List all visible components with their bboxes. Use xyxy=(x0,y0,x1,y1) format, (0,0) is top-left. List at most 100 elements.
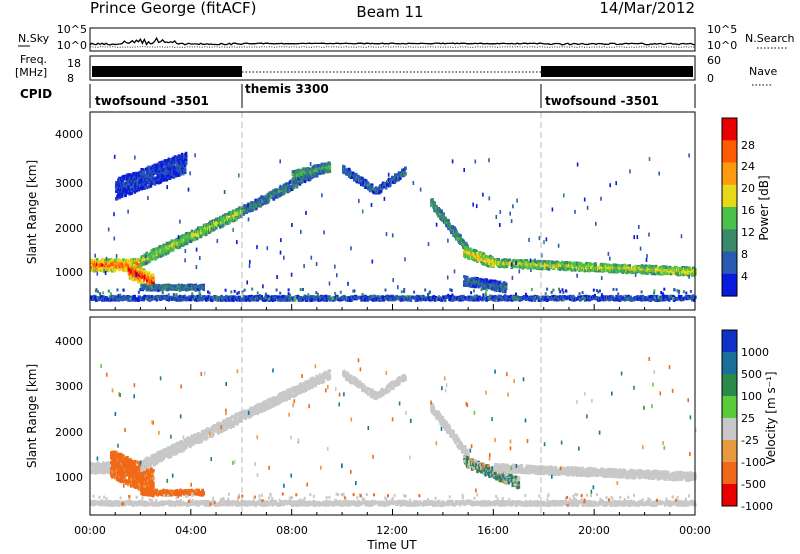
power-echo-cell xyxy=(219,225,222,229)
power-echo-cell xyxy=(130,191,133,195)
power-echo-cell xyxy=(228,220,231,224)
power-echo-cell xyxy=(583,263,586,267)
power-echo-cell xyxy=(589,263,592,267)
power-echo-cell xyxy=(637,266,641,270)
power-echo-cell xyxy=(180,154,184,158)
power-echo-cell xyxy=(117,188,120,192)
power-echo-cell xyxy=(141,259,144,263)
power-echo-cell xyxy=(201,232,205,236)
power-echo-cell xyxy=(121,179,124,183)
power-echo-cell xyxy=(95,259,98,264)
power-echo-cell xyxy=(235,217,238,221)
power-echo-cell xyxy=(645,268,649,272)
power-echo-cell xyxy=(143,253,146,257)
power-echo-cell xyxy=(148,259,152,263)
power-echo-cell xyxy=(180,152,184,156)
frequency-strip: Freq. [MHz] 18 8 60 0 Nave xyxy=(15,53,777,86)
power-echo-cell xyxy=(496,287,500,291)
power-echo-cell xyxy=(545,266,549,270)
power-echo-cell xyxy=(127,185,130,189)
power-echo-cell xyxy=(123,191,126,196)
power-echo-cell xyxy=(435,204,438,209)
power-echo-cell xyxy=(148,271,151,275)
power-echo-cell xyxy=(312,295,316,299)
power-echo-cell xyxy=(145,261,149,265)
power-echo-cell xyxy=(560,260,564,264)
power-echo-cell xyxy=(166,244,170,248)
power-echo-cell xyxy=(94,266,97,270)
power-echo-cell xyxy=(169,158,173,162)
power-echo-cell xyxy=(152,248,156,252)
power-echo-cell xyxy=(156,255,160,259)
power-echo-cell xyxy=(265,194,268,198)
freq-unit-label: [MHz] xyxy=(15,66,47,79)
power-echo-cell xyxy=(478,284,481,288)
noise-right-tick-bottom: 10^0 xyxy=(707,39,737,52)
power-echo-cell xyxy=(552,265,556,269)
power-echo-cell xyxy=(606,269,609,273)
power-echo-cell xyxy=(250,298,253,302)
power-echo-cell xyxy=(152,278,155,282)
power-echo-cell xyxy=(96,258,99,262)
power-echo-cell xyxy=(177,239,181,243)
power-echo-cell xyxy=(441,218,444,223)
power-echo-cell xyxy=(111,269,114,273)
power-echo-cell xyxy=(160,286,163,290)
power-echo-cell xyxy=(513,264,517,268)
power-echo-cell xyxy=(222,223,225,227)
power-echo-cell xyxy=(166,288,169,292)
power-echo-cell xyxy=(126,258,129,262)
power-echo-cell xyxy=(180,283,183,287)
power-echo-cell xyxy=(361,176,364,180)
power-echo-cell xyxy=(277,295,281,299)
power-echo-cell xyxy=(492,263,495,267)
power-echo-cell xyxy=(164,165,168,169)
power-echo-cell xyxy=(128,192,131,196)
power-echo-cell xyxy=(316,171,320,176)
noise-strip: N.Sky N.Search 10^5 10^0 10^5 10^0 xyxy=(18,23,795,52)
power-echo-cell xyxy=(288,189,292,193)
power-echo-cell xyxy=(615,267,618,271)
power-echo-cell xyxy=(459,234,462,238)
power-echo-cell xyxy=(501,264,504,268)
power-echo-cell xyxy=(491,256,494,260)
power-echo-cell xyxy=(525,259,529,263)
power-echo-cell xyxy=(600,265,603,270)
noise-left-tick-top: 10^5 xyxy=(57,23,87,36)
power-echo-cell xyxy=(646,270,650,274)
power-echo-cell xyxy=(158,245,162,249)
power-echo-cell xyxy=(100,266,103,271)
power-echo-cells xyxy=(90,151,697,302)
power-echo-cell xyxy=(320,297,324,301)
power-echo-cell xyxy=(266,192,270,196)
power-echo-cell xyxy=(520,261,524,265)
power-echo-cell xyxy=(562,267,566,272)
power-echo-cell xyxy=(274,295,278,299)
power-echo-cell xyxy=(166,242,170,246)
power-echo-cell xyxy=(463,281,466,285)
power-echo-cell xyxy=(586,264,589,269)
power-echo-cell xyxy=(164,250,168,254)
power-echo-cell xyxy=(149,171,153,175)
power-echo-cell xyxy=(167,166,171,170)
power-echo-cell xyxy=(236,207,239,212)
power-echo-cell xyxy=(125,268,128,272)
nsearch-label: N.Search xyxy=(745,32,795,45)
power-echo-cell xyxy=(613,265,616,269)
power-echo-cell xyxy=(591,263,594,267)
power-echo-cell xyxy=(119,260,122,264)
power-echo-cell xyxy=(543,265,547,269)
power-echo-cell xyxy=(536,266,540,270)
power-echo-cell xyxy=(401,168,404,172)
power-echo-cell xyxy=(248,298,251,302)
power-echo-cell xyxy=(482,282,486,286)
power-echo-cell xyxy=(211,298,214,302)
power-echo-cell xyxy=(555,264,559,268)
power-echo-cell xyxy=(174,284,177,288)
power-echo-cell xyxy=(181,243,185,247)
power-echo-cell xyxy=(318,169,322,173)
power-echo-cell xyxy=(242,209,245,213)
power-echo-cell xyxy=(181,298,185,302)
power-echo-cell xyxy=(142,298,145,302)
power-echo-cell xyxy=(160,246,164,251)
